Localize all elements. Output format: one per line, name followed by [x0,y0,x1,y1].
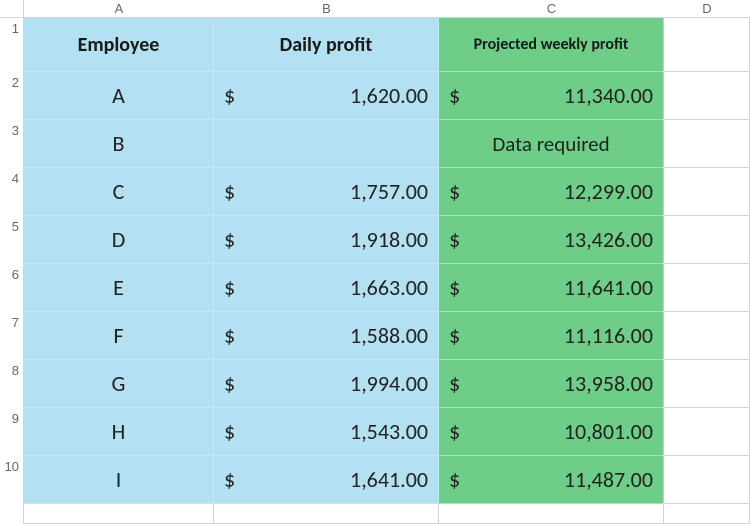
col-header-A[interactable]: A [24,0,214,18]
currency-symbol: $ [224,82,235,109]
currency-symbol: $ [449,226,460,253]
currency-symbol: $ [224,466,235,493]
cell-weekly-profit[interactable]: $10,801.00 [439,408,664,456]
cell-empty[interactable] [664,120,750,168]
cell-empty[interactable] [664,216,750,264]
cell-empty[interactable] [664,408,750,456]
weekly-value: 11,340.00 [460,82,653,109]
row-header-3[interactable]: 3 [0,120,24,168]
currency-symbol: $ [449,82,460,109]
weekly-value: 11,641.00 [460,274,653,301]
row-header-6[interactable]: 6 [0,264,24,312]
currency-symbol: $ [224,274,235,301]
daily-value: 1,757.00 [235,178,428,205]
header-projected-weekly-profit[interactable]: Projected weekly profit [439,18,664,72]
cell-daily-profit[interactable]: $1,543.00 [214,408,439,456]
row-header-10[interactable]: 10 [0,456,24,504]
weekly-value: 10,801.00 [460,418,653,445]
corner-cell[interactable] [0,0,24,18]
currency-symbol: $ [449,274,460,301]
cell-daily-profit[interactable]: $1,757.00 [214,168,439,216]
currency-symbol: $ [224,226,235,253]
cell-empty[interactable] [664,504,750,524]
spreadsheet-grid[interactable]: A B C D 1 Employee Daily profit Projecte… [0,0,750,524]
cell-daily-profit[interactable] [214,120,439,168]
weekly-value: 11,487.00 [460,466,653,493]
row-header-9[interactable]: 9 [0,408,24,456]
cell-empty[interactable] [664,264,750,312]
daily-value: 1,588.00 [235,322,428,349]
row-header-4[interactable]: 4 [0,168,24,216]
row-header-7[interactable]: 7 [0,312,24,360]
weekly-value: 12,299.00 [460,178,653,205]
weekly-value: 11,116.00 [460,322,653,349]
cell-empty[interactable] [664,312,750,360]
currency-symbol: $ [449,418,460,445]
cell-daily-profit[interactable]: $1,620.00 [214,72,439,120]
header-employee[interactable]: Employee [24,18,214,72]
cell-weekly-profit[interactable]: $13,426.00 [439,216,664,264]
daily-value: 1,543.00 [235,418,428,445]
cell-employee[interactable]: H [24,408,214,456]
cell-empty[interactable] [439,504,664,524]
cell-weekly-profit[interactable]: $11,641.00 [439,264,664,312]
row-header-5[interactable]: 5 [0,216,24,264]
weekly-value: 13,958.00 [460,370,653,397]
daily-value: 1,663.00 [235,274,428,301]
cell-weekly-profit[interactable]: $11,116.00 [439,312,664,360]
daily-value: 1,994.00 [235,370,428,397]
cell-daily-profit[interactable]: $1,918.00 [214,216,439,264]
cell-employee[interactable]: F [24,312,214,360]
cell-daily-profit[interactable]: $1,994.00 [214,360,439,408]
col-header-D[interactable]: D [664,0,750,18]
cell-weekly-profit[interactable]: Data required [439,120,664,168]
currency-symbol: $ [224,418,235,445]
row-header-2[interactable]: 2 [0,72,24,120]
cell-empty[interactable] [214,504,439,524]
currency-symbol: $ [224,322,235,349]
row-header-1[interactable]: 1 [0,18,24,72]
cell-employee[interactable]: I [24,456,214,504]
cell-daily-profit[interactable]: $1,663.00 [214,264,439,312]
col-header-B[interactable]: B [214,0,439,18]
row-header-8[interactable]: 8 [0,360,24,408]
cell-D1[interactable] [664,18,750,72]
currency-symbol: $ [224,178,235,205]
currency-symbol: $ [449,322,460,349]
cell-employee[interactable]: G [24,360,214,408]
daily-value: 1,641.00 [235,466,428,493]
cell-weekly-profit[interactable]: $11,340.00 [439,72,664,120]
cell-empty[interactable] [664,168,750,216]
currency-symbol: $ [449,178,460,205]
currency-symbol: $ [449,466,460,493]
header-daily-profit[interactable]: Daily profit [214,18,439,72]
cell-empty[interactable] [664,72,750,120]
cell-weekly-profit[interactable]: $11,487.00 [439,456,664,504]
daily-value: 1,918.00 [235,226,428,253]
cell-empty[interactable] [24,504,214,524]
cell-empty[interactable] [664,456,750,504]
cell-employee[interactable]: E [24,264,214,312]
cell-employee[interactable]: C [24,168,214,216]
daily-value: 1,620.00 [235,82,428,109]
row-header-11[interactable] [0,504,24,524]
cell-empty[interactable] [664,360,750,408]
cell-employee[interactable]: B [24,120,214,168]
weekly-value: 13,426.00 [460,226,653,253]
currency-symbol: $ [449,370,460,397]
cell-employee[interactable]: D [24,216,214,264]
currency-symbol: $ [224,370,235,397]
cell-employee[interactable]: A [24,72,214,120]
cell-weekly-profit[interactable]: $13,958.00 [439,360,664,408]
col-header-C[interactable]: C [439,0,664,18]
cell-weekly-profit[interactable]: $12,299.00 [439,168,664,216]
cell-daily-profit[interactable]: $1,641.00 [214,456,439,504]
cell-daily-profit[interactable]: $1,588.00 [214,312,439,360]
